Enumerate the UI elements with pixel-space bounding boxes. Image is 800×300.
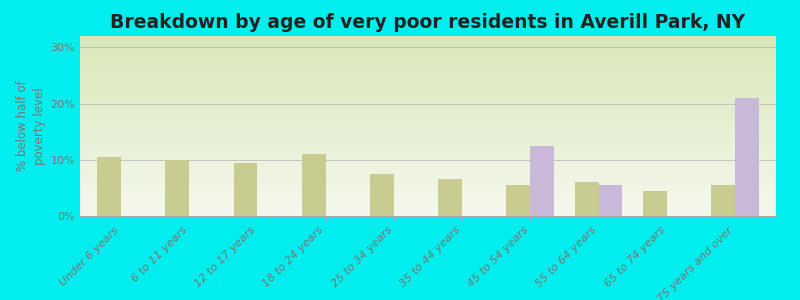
Bar	[643, 191, 667, 216]
Bar	[97, 157, 121, 216]
Title: Breakdown by age of very poor residents in Averill Park, NY: Breakdown by age of very poor residents …	[110, 13, 746, 32]
Bar	[438, 179, 462, 216]
Bar	[506, 185, 530, 216]
Bar	[598, 185, 622, 216]
Bar	[166, 160, 189, 216]
Bar	[302, 154, 326, 216]
Bar	[234, 163, 258, 216]
Bar	[370, 174, 394, 216]
Bar	[711, 185, 735, 216]
Y-axis label: % below half of
poverty level: % below half of poverty level	[16, 81, 46, 171]
Bar	[574, 182, 598, 216]
Bar	[530, 146, 554, 216]
Bar	[735, 98, 759, 216]
